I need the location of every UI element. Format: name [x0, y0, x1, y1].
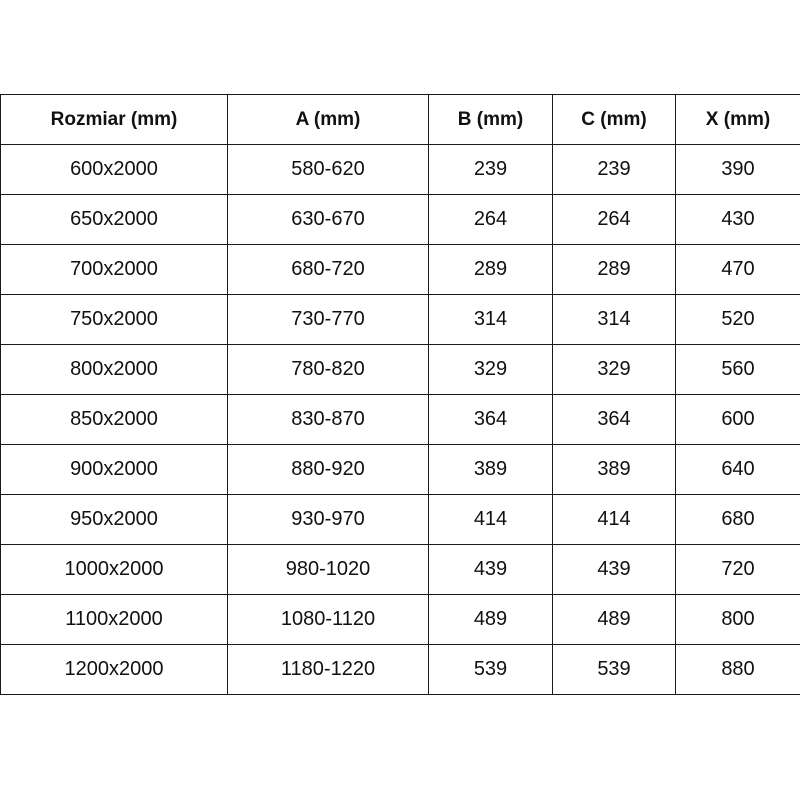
size-cell: 1200x2000 [0, 644, 228, 695]
c-cell: 239 [552, 144, 676, 195]
table-row: 1200x2000 1180-1220 539 539 880 [0, 644, 800, 695]
a-cell: 980-1020 [227, 544, 429, 595]
x-cell: 560 [675, 344, 800, 395]
a-cell: 1180-1220 [227, 644, 429, 695]
c-cell: 439 [552, 544, 676, 595]
b-cell: 239 [428, 144, 553, 195]
size-cell: 1100x2000 [0, 594, 228, 645]
header-x: X (mm) [675, 94, 800, 145]
c-cell: 289 [552, 244, 676, 295]
header-b: B (mm) [428, 94, 553, 145]
b-cell: 314 [428, 294, 553, 345]
table-row: 900x2000 880-920 389 389 640 [0, 444, 800, 495]
c-cell: 539 [552, 644, 676, 695]
size-cell: 950x2000 [0, 494, 228, 545]
table-row: 850x2000 830-870 364 364 600 [0, 394, 800, 445]
x-cell: 470 [675, 244, 800, 295]
x-cell: 680 [675, 494, 800, 545]
table-row: 800x2000 780-820 329 329 560 [0, 344, 800, 395]
header-size: Rozmiar (mm) [0, 94, 228, 145]
table-header: Rozmiar (mm) A (mm) B (mm) C (mm) X (mm) [0, 94, 800, 145]
c-cell: 264 [552, 194, 676, 245]
a-cell: 580-620 [227, 144, 429, 195]
b-cell: 289 [428, 244, 553, 295]
b-cell: 389 [428, 444, 553, 495]
table-row: 950x2000 930-970 414 414 680 [0, 494, 800, 545]
b-cell: 264 [428, 194, 553, 245]
x-cell: 640 [675, 444, 800, 495]
x-cell: 390 [675, 144, 800, 195]
x-cell: 880 [675, 644, 800, 695]
b-cell: 364 [428, 394, 553, 445]
x-cell: 800 [675, 594, 800, 645]
size-cell: 1000x2000 [0, 544, 228, 595]
x-cell: 720 [675, 544, 800, 595]
table-row: 750x2000 730-770 314 314 520 [0, 294, 800, 345]
a-cell: 680-720 [227, 244, 429, 295]
a-cell: 1080-1120 [227, 594, 429, 645]
size-cell: 900x2000 [0, 444, 228, 495]
dimensions-table: Rozmiar (mm) A (mm) B (mm) C (mm) X (mm)… [0, 94, 800, 695]
table-row: 600x2000 580-620 239 239 390 [0, 144, 800, 195]
b-cell: 414 [428, 494, 553, 545]
header-row: Rozmiar (mm) A (mm) B (mm) C (mm) X (mm) [0, 94, 800, 145]
x-cell: 430 [675, 194, 800, 245]
a-cell: 730-770 [227, 294, 429, 345]
table-row: 1100x2000 1080-1120 489 489 800 [0, 594, 800, 645]
x-cell: 520 [675, 294, 800, 345]
c-cell: 364 [552, 394, 676, 445]
c-cell: 414 [552, 494, 676, 545]
b-cell: 489 [428, 594, 553, 645]
size-cell: 700x2000 [0, 244, 228, 295]
a-cell: 930-970 [227, 494, 429, 545]
b-cell: 439 [428, 544, 553, 595]
b-cell: 539 [428, 644, 553, 695]
header-a: A (mm) [227, 94, 429, 145]
c-cell: 329 [552, 344, 676, 395]
a-cell: 880-920 [227, 444, 429, 495]
a-cell: 830-870 [227, 394, 429, 445]
x-cell: 600 [675, 394, 800, 445]
a-cell: 780-820 [227, 344, 429, 395]
table-body: 600x2000 580-620 239 239 390 650x2000 630-670 2… [0, 144, 800, 695]
size-cell: 850x2000 [0, 394, 228, 445]
a-cell: 630-670 [227, 194, 429, 245]
table-row: 700x2000 680-720 289 289 470 [0, 244, 800, 295]
table-row: 650x2000 630-670 264 264 430 [0, 194, 800, 245]
c-cell: 489 [552, 594, 676, 645]
size-cell: 600x2000 [0, 144, 228, 195]
b-cell: 329 [428, 344, 553, 395]
size-cell: 650x2000 [0, 194, 228, 245]
c-cell: 314 [552, 294, 676, 345]
size-cell: 750x2000 [0, 294, 228, 345]
table-row: 1000x2000 980-1020 439 439 720 [0, 544, 800, 595]
c-cell: 389 [552, 444, 676, 495]
header-c: C (mm) [552, 94, 676, 145]
size-cell: 800x2000 [0, 344, 228, 395]
